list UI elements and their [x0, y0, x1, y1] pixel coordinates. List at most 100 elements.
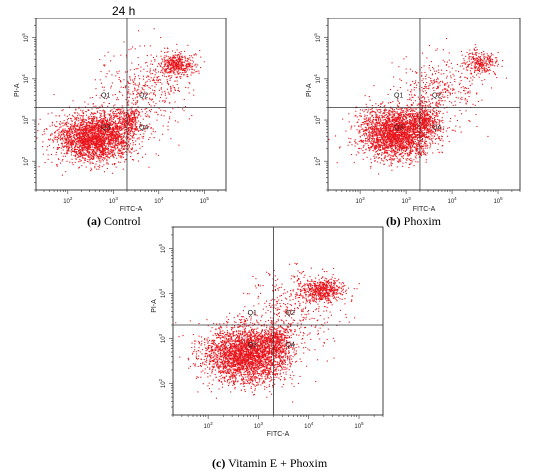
chart-a-point — [188, 58, 190, 60]
chart-b-point — [422, 150, 424, 152]
chart-a-point — [72, 141, 74, 143]
chart-a-point — [95, 152, 97, 154]
chart-b-point — [399, 159, 401, 161]
chart-a-point — [85, 126, 87, 128]
chart-b-point — [410, 153, 412, 155]
chart-a-point — [148, 126, 150, 128]
chart-a-point — [88, 145, 90, 147]
chart-a-point — [173, 63, 175, 65]
chart-a-point — [93, 147, 95, 149]
chart-a-point — [89, 117, 91, 119]
chart-a-point — [172, 57, 174, 59]
chart-a-point — [88, 130, 90, 132]
chart-a-point — [154, 59, 156, 61]
chart-a-point — [106, 124, 108, 126]
chart-a-point — [104, 114, 106, 116]
chart-a-point — [169, 78, 171, 80]
chart-a-point — [128, 141, 130, 143]
chart-a-point — [106, 159, 108, 161]
chart-a-point — [118, 152, 120, 154]
chart-a-point — [88, 118, 90, 120]
chart-b-point — [449, 120, 451, 122]
chart-a-point — [105, 76, 107, 78]
chart-a-point — [101, 136, 103, 138]
chart-a-point — [86, 138, 88, 140]
chart-a-point — [86, 150, 88, 152]
chart-a-point — [101, 120, 103, 122]
chart-a-point — [180, 69, 182, 71]
chart-a-point — [173, 62, 175, 64]
chart-a-point — [58, 159, 60, 161]
chart-a-point — [122, 156, 124, 158]
chart-a-point — [77, 133, 79, 135]
chart-a-point — [64, 138, 66, 140]
chart-a-point — [116, 124, 118, 126]
chart-a-point — [83, 134, 85, 136]
chart-a-point — [155, 153, 157, 155]
chart-a-point — [123, 136, 125, 138]
chart-b-point — [418, 140, 420, 142]
chart-b-point — [391, 163, 393, 165]
chart-a-point — [82, 138, 84, 140]
chart-a-point — [119, 117, 121, 119]
chart-a-point — [86, 143, 88, 145]
chart-b-point — [436, 124, 438, 126]
chart-a-point — [100, 125, 102, 127]
chart-a-point — [118, 131, 120, 133]
chart-b-point — [387, 152, 389, 154]
chart-a-point — [173, 55, 175, 57]
chart-a-point — [108, 124, 110, 126]
chart-a-point — [94, 165, 96, 167]
chart-a-point — [81, 165, 83, 167]
chart-a-point — [92, 156, 94, 158]
chart-a-point — [60, 138, 62, 140]
chart-a-point — [162, 59, 164, 61]
chart-a-point — [117, 138, 119, 140]
chart-a-point — [69, 139, 71, 141]
chart-b-point — [376, 129, 378, 131]
chart-a-point — [101, 135, 103, 137]
chart-a-point — [140, 92, 142, 94]
chart-a-point — [107, 126, 109, 128]
chart-a-point — [129, 93, 131, 95]
chart-a-point — [112, 122, 114, 124]
chart-a-point — [167, 72, 169, 74]
chart-b-point — [387, 137, 389, 139]
chart-b-point — [389, 146, 391, 148]
chart-a-point — [166, 70, 168, 72]
chart-a-point — [179, 72, 181, 74]
chart-b-point — [410, 147, 412, 149]
chart-a-point — [66, 121, 68, 123]
chart-a-point — [96, 135, 98, 137]
chart-a-point — [113, 117, 115, 119]
chart-a-point — [125, 126, 127, 128]
chart-a-point — [108, 125, 110, 127]
chart-a-point — [178, 144, 180, 146]
chart-a-point — [88, 148, 90, 150]
chart-a-point — [111, 149, 113, 151]
chart-a-point — [180, 61, 182, 63]
chart-a-point — [101, 130, 103, 132]
chart-a-point — [70, 132, 72, 134]
chart-a-point — [83, 146, 85, 148]
chart-b-point — [405, 147, 407, 149]
chart-a-point — [114, 147, 116, 149]
chart-a-point — [94, 132, 96, 134]
chart-a-point — [118, 108, 120, 110]
chart-b-point — [397, 118, 399, 120]
chart-a-point — [106, 143, 108, 145]
chart-a-point — [108, 142, 110, 144]
chart-b-point — [402, 126, 404, 128]
chart-a-point — [49, 125, 51, 127]
chart-a-point — [94, 154, 96, 156]
chart-a-point — [66, 119, 68, 121]
chart-b-point — [437, 148, 439, 150]
chart-b-point — [424, 139, 426, 141]
chart-a-point — [99, 140, 101, 142]
chart-a-point — [163, 110, 165, 112]
chart-a-point — [115, 110, 117, 112]
chart-a-point — [66, 147, 68, 149]
chart-a-point — [75, 145, 77, 147]
chart-a-point — [147, 102, 149, 104]
chart-a-point — [126, 148, 128, 150]
